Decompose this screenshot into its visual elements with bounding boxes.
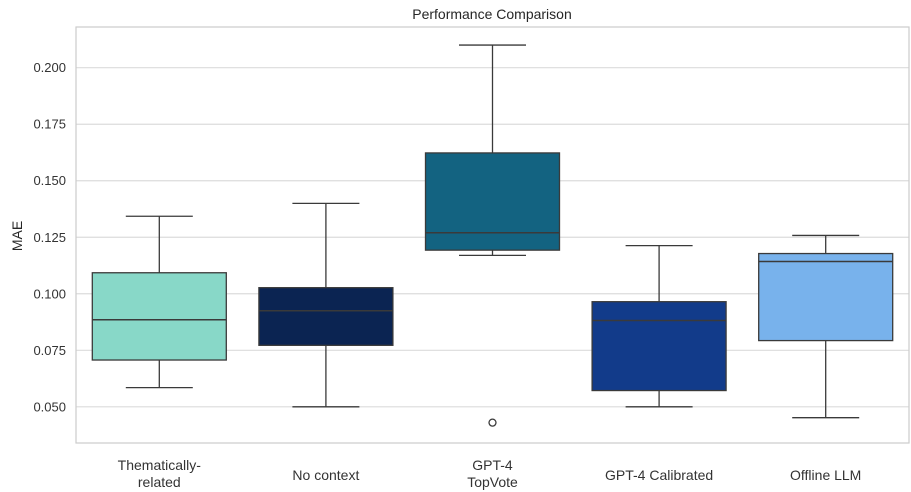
box-group <box>424 44 561 427</box>
box-iqr <box>258 287 394 346</box>
x-category-label: GPT-4 Calibrated <box>605 467 713 483</box>
x-category-label: Thematically- <box>118 457 202 473</box>
x-category-label: GPT-4 <box>472 457 513 473</box>
box-group <box>91 215 227 389</box>
box-iqr <box>424 152 561 251</box>
x-axis-categories: Thematically-related No context GPT-4TopVo… <box>118 457 862 490</box>
boxes <box>91 44 894 427</box>
y-tick-label: 0.150 <box>33 173 66 188</box>
x-category-label: Offline LLM <box>790 467 861 483</box>
x-category-label: TopVote <box>467 474 518 490</box>
y-tick-label: 0.200 <box>33 60 66 75</box>
box-iqr <box>91 272 227 361</box>
box-iqr <box>758 252 894 342</box>
plot-frame <box>75 26 910 444</box>
box-group <box>758 234 894 419</box>
box-iqr <box>591 301 727 392</box>
box-group <box>258 202 394 408</box>
y-axis-label: MAE <box>9 221 25 251</box>
y-axis-ticks: 0.050 0.075 0.100 0.125 0.150 0.175 0.200 <box>33 60 66 414</box>
x-category-label: No context <box>292 467 359 483</box>
box-group <box>591 244 727 408</box>
chart-title: Performance Comparison <box>412 6 572 22</box>
y-tick-label: 0.125 <box>33 230 66 245</box>
y-tick-label: 0.050 <box>33 399 66 414</box>
outlier-point <box>488 418 497 427</box>
x-category-label: related <box>138 474 181 490</box>
y-tick-label: 0.100 <box>33 286 66 301</box>
y-tick-label: 0.075 <box>33 343 66 358</box>
y-tick-label: 0.175 <box>33 117 66 132</box>
